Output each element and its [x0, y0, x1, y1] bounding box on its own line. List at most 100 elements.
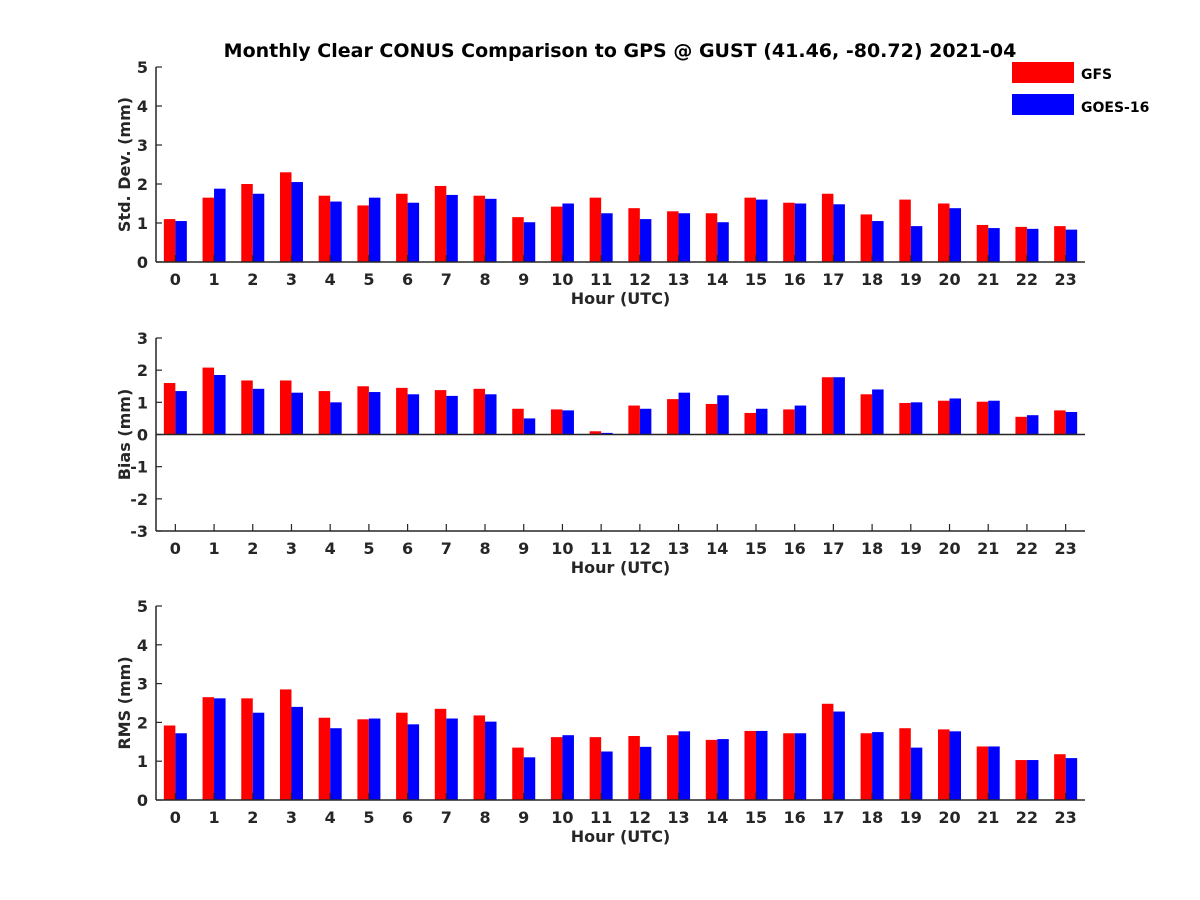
x-tick-label-bias-2: 2	[247, 539, 258, 558]
bar-rms-goes16-1	[214, 698, 226, 800]
bar-rms-goes16-14	[717, 739, 729, 800]
x-tick-label-std-2: 2	[247, 270, 258, 289]
bar-bias-gfs-1	[202, 367, 215, 435]
bar-rms-goes16-17	[833, 711, 845, 800]
y-axis-label-std: Std. Dev. (mm)	[115, 97, 134, 232]
bar-rms-gfs-15	[744, 730, 756, 800]
bar-rms-goes16-12	[639, 746, 652, 800]
x-tick-label-std-4: 4	[325, 270, 336, 289]
x-tick-label-bias-16: 16	[784, 539, 806, 558]
bar-rms-goes16-22	[1026, 760, 1039, 800]
x-tick-label-std-1: 1	[208, 270, 219, 289]
bar-std-goes16-4	[330, 201, 342, 262]
bar-std-goes16-18	[872, 221, 884, 262]
bar-bias-goes16-19	[910, 402, 923, 435]
x-tick-label-rms-6: 6	[402, 808, 413, 827]
x-tick-label-bias-11: 11	[590, 539, 612, 558]
x-tick-label-bias-6: 6	[402, 539, 413, 558]
bar-rms-goes16-13	[678, 731, 691, 800]
y-tick-label-rms-2: 2	[137, 713, 148, 732]
bar-bias-gfs-4	[318, 391, 331, 435]
bar-std-goes16-11	[601, 213, 613, 262]
bar-bias-gfs-5	[357, 386, 369, 435]
bar-std-goes16-22	[1026, 228, 1039, 262]
bar-bias-goes16-10	[562, 410, 574, 435]
y-tick-label-bias-2: 2	[137, 361, 148, 380]
x-tick-label-bias-1: 1	[208, 539, 219, 558]
bar-bias-goes16-9	[523, 418, 536, 435]
y-tick-label-bias-1: 1	[137, 393, 148, 412]
bar-std-gfs-11	[589, 197, 602, 262]
y-tick-label-std-4: 4	[137, 97, 148, 116]
bar-bias-gfs-18	[860, 394, 873, 435]
bar-bias-goes16-21	[988, 400, 1000, 435]
x-tick-label-rms-12: 12	[629, 808, 651, 827]
x-tick-label-std-11: 11	[590, 270, 612, 289]
bar-std-goes16-14	[717, 222, 729, 262]
x-tick-label-std-3: 3	[286, 270, 297, 289]
y-tick-label-std-3: 3	[137, 136, 148, 155]
bar-bias-gfs-17	[821, 377, 834, 435]
bar-rms-goes16-23	[1065, 758, 1078, 800]
legend-swatch-goes16	[1012, 94, 1074, 115]
x-tick-label-bias-17: 17	[822, 539, 844, 558]
legend-label-goes16: GOES-16	[1081, 100, 1149, 116]
y-tick-label-bias--3: -3	[130, 522, 148, 541]
bar-bias-goes16-8	[485, 394, 497, 435]
bar-bias-goes16-15	[755, 408, 768, 435]
chart-title: Monthly Clear CONUS Comparison to GPS @ …	[224, 40, 1017, 62]
bar-rms-gfs-8	[473, 715, 486, 800]
bar-rms-gfs-19	[899, 728, 911, 800]
bar-rms-goes16-10	[562, 735, 574, 800]
bar-rms-gfs-6	[396, 712, 408, 800]
x-tick-label-rms-20: 20	[938, 808, 960, 827]
bar-rms-goes16-15	[755, 730, 768, 800]
x-tick-label-std-14: 14	[706, 270, 728, 289]
x-tick-label-rms-4: 4	[325, 808, 336, 827]
x-tick-label-std-23: 23	[1055, 270, 1077, 289]
bar-rms-gfs-9	[512, 747, 524, 800]
bar-std-goes16-19	[910, 226, 923, 262]
bar-rms-gfs-7	[434, 708, 447, 800]
bar-rms-goes16-21	[988, 746, 1000, 800]
bar-bias-goes16-12	[639, 408, 652, 435]
bar-rms-goes16-20	[949, 731, 962, 800]
legend-swatch-gfs	[1012, 62, 1074, 83]
bar-rms-gfs-12	[628, 735, 640, 800]
x-tick-label-rms-3: 3	[286, 808, 297, 827]
bar-std-gfs-23	[1054, 226, 1066, 262]
bar-rms-goes16-5	[368, 718, 381, 800]
x-tick-label-std-22: 22	[1016, 270, 1038, 289]
x-tick-label-bias-4: 4	[325, 539, 336, 558]
bar-std-gfs-19	[899, 199, 911, 262]
y-tick-label-bias--1: -1	[130, 458, 148, 477]
bar-std-goes16-1	[214, 188, 226, 262]
bar-std-goes16-9	[523, 222, 536, 262]
x-tick-label-bias-8: 8	[479, 539, 490, 558]
x-tick-label-rms-7: 7	[441, 808, 452, 827]
y-tick-label-rms-4: 4	[137, 636, 148, 655]
bar-rms-gfs-5	[357, 719, 369, 800]
x-tick-label-rms-11: 11	[590, 808, 612, 827]
bar-std-gfs-14	[705, 213, 718, 262]
x-tick-label-std-0: 0	[170, 270, 181, 289]
bar-rms-goes16-9	[523, 757, 536, 800]
x-axis-label-bias: Hour (UTC)	[571, 558, 671, 577]
x-tick-label-bias-14: 14	[706, 539, 728, 558]
bar-bias-gfs-12	[628, 405, 640, 435]
bar-std-goes16-7	[446, 194, 458, 262]
legend-label-gfs: GFS	[1081, 67, 1112, 83]
bar-bias-gfs-14	[705, 403, 718, 435]
y-tick-label-std-1: 1	[137, 214, 148, 233]
bar-rms-goes16-7	[446, 718, 458, 800]
x-tick-label-rms-19: 19	[900, 808, 922, 827]
bar-std-gfs-1	[202, 197, 215, 262]
bar-bias-gfs-0	[163, 383, 176, 435]
bar-std-goes16-16	[794, 203, 807, 262]
bar-rms-goes16-16	[794, 733, 807, 800]
x-tick-label-bias-15: 15	[745, 539, 767, 558]
y-tick-label-bias-0: 0	[137, 426, 148, 445]
x-tick-label-std-21: 21	[977, 270, 999, 289]
x-tick-label-bias-18: 18	[861, 539, 883, 558]
